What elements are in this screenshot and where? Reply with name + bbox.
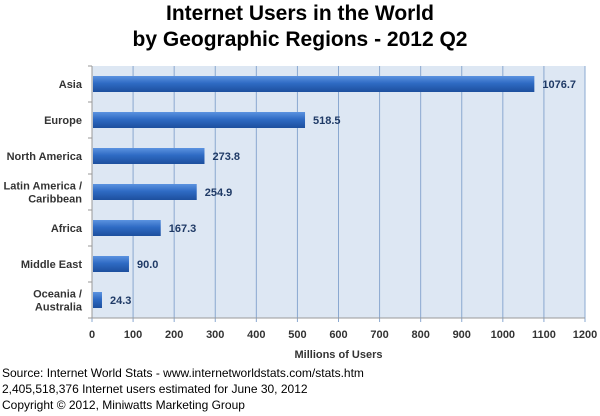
category-label: Africa — [51, 223, 83, 235]
copyright-text: Copyright © 2012, Miniwatts Marketing Gr… — [2, 398, 245, 412]
x-tick-label: 1200 — [573, 329, 597, 341]
x-tick-label: 700 — [370, 329, 388, 341]
x-tick-label: 100 — [124, 329, 142, 341]
bar-latin-america-caribbean — [93, 184, 197, 200]
x-tick-label: 500 — [288, 329, 306, 341]
source-text: Source: Internet World Stats - www.inter… — [2, 366, 364, 380]
x-axis-label: Millions of Users — [294, 349, 382, 361]
estimate-text: 2,405,518,376 Internet users estimated f… — [2, 382, 308, 396]
bar-middle-east — [93, 256, 129, 272]
bar-north-america — [93, 148, 205, 164]
data-label: 1076.7 — [542, 79, 576, 91]
data-label: 273.8 — [212, 151, 240, 163]
category-label: Australia — [35, 302, 83, 314]
x-tick-label: 900 — [453, 329, 471, 341]
category-label: Latin America / — [4, 181, 82, 193]
chart-title: Internet Users in the World — [166, 2, 434, 25]
bar-oceania-australia — [93, 292, 102, 308]
x-tick-label: 300 — [206, 329, 224, 341]
x-tick-label: 200 — [165, 329, 183, 341]
data-label: 518.5 — [313, 115, 341, 127]
data-label: 90.0 — [137, 259, 158, 271]
x-tick-label: 400 — [247, 329, 265, 341]
category-label: Asia — [59, 79, 83, 91]
category-label: Oceania / — [33, 289, 82, 301]
x-tick-label: 1000 — [491, 329, 515, 341]
bar-europe — [93, 112, 306, 128]
x-tick-label: 0 — [89, 329, 95, 341]
chart-subtitle: by Geographic Regions - 2012 Q2 — [132, 28, 468, 51]
x-tick-label: 600 — [329, 329, 347, 341]
bar-africa — [93, 220, 161, 236]
bar-asia — [93, 76, 535, 92]
category-label: Middle East — [21, 259, 82, 271]
data-label: 24.3 — [110, 295, 131, 307]
data-label: 254.9 — [205, 187, 233, 199]
x-tick-label: 800 — [411, 329, 429, 341]
category-label: North America — [7, 151, 83, 163]
category-label: Europe — [44, 115, 82, 127]
data-label: 167.3 — [169, 223, 197, 235]
category-label: Caribbean — [28, 194, 82, 206]
x-tick-label: 1100 — [532, 329, 556, 341]
